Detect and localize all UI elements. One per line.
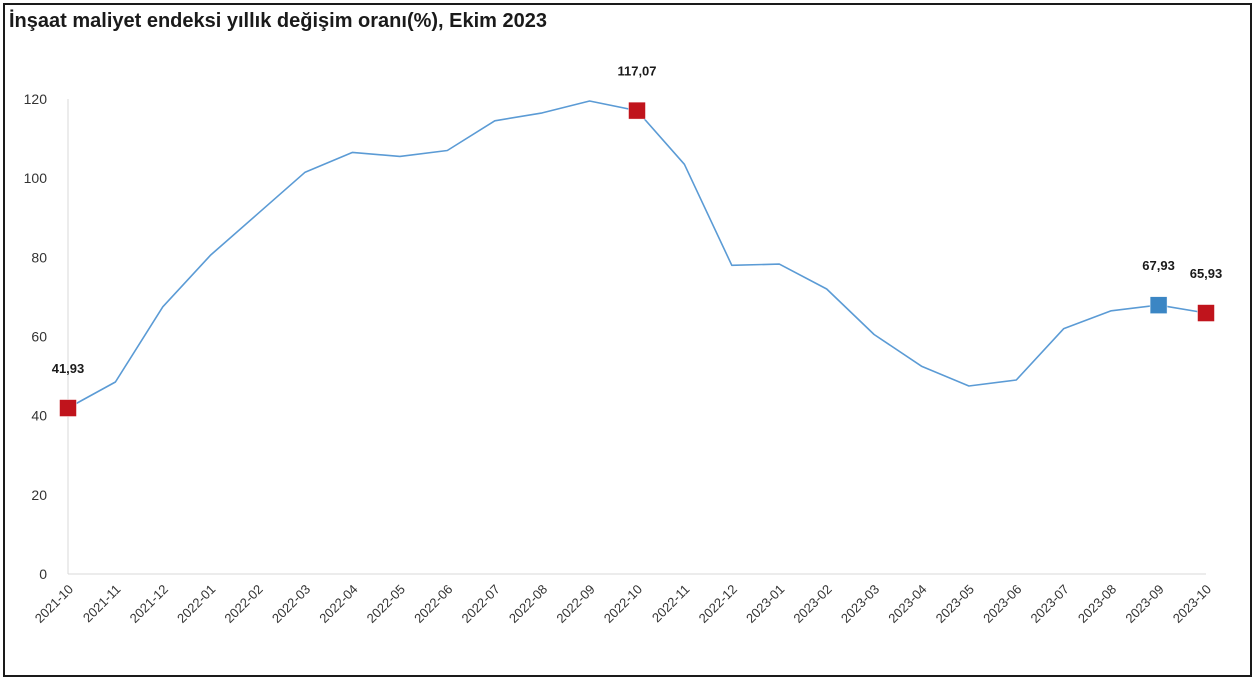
x-tick-label: 2022-03 (269, 582, 313, 626)
chart-frame (3, 3, 1252, 677)
series-group (67, 100, 1207, 409)
y-tick-label: 100 (24, 170, 48, 186)
x-tick-label: 2023-01 (743, 582, 787, 626)
series-line (67, 100, 1207, 409)
x-tick-label: 2023-08 (1075, 582, 1119, 626)
chart-title: İnşaat maliyet endeksi yıllık değişim or… (9, 10, 548, 32)
x-tick-label: 2023-03 (838, 582, 882, 626)
x-tick-label: 2023-05 (933, 582, 977, 626)
highlight-marker (1149, 296, 1168, 314)
x-tick-label: 2023-04 (885, 582, 929, 626)
data-label: 67,93 (1142, 258, 1175, 273)
x-tick-label: 2022-09 (553, 582, 597, 626)
data-label: 117,07 (617, 64, 656, 79)
x-tick-label: 2021-11 (80, 582, 124, 626)
y-tick-label: 120 (24, 91, 48, 107)
y-tick-label: 60 (31, 329, 47, 345)
x-tick-label: 2022-05 (364, 582, 408, 626)
x-tick-label: 2022-08 (506, 582, 550, 626)
y-axis-ticks: 0 20 40 60 80 100 120 (24, 91, 48, 582)
x-tick-label: 2022-10 (601, 582, 645, 626)
x-tick-label: 2022-12 (696, 582, 740, 626)
x-axis-ticks: 2021-10 2021-11 2021-12 2022-01 2022-02 2022-… (32, 582, 1214, 626)
y-tick-label: 20 (31, 487, 47, 503)
x-tick-label: 2021-10 (32, 582, 76, 626)
x-tick-label: 2022-07 (459, 582, 503, 626)
y-tick-label: 40 (31, 408, 47, 424)
x-tick-label: 2022-06 (411, 582, 455, 626)
x-tick-label: 2021-12 (127, 582, 171, 626)
highlight-marker (1197, 304, 1215, 322)
x-tick-label: 2023-07 (1028, 582, 1072, 626)
data-label: 41,93 (52, 361, 85, 376)
x-tick-label: 2023-09 (1122, 582, 1166, 626)
x-tick-label: 2022-11 (649, 582, 693, 626)
highlight-marker (628, 101, 646, 120)
x-tick-label: 2023-06 (980, 582, 1024, 626)
x-tick-label: 2023-02 (790, 582, 834, 626)
y-tick-label: 80 (31, 249, 47, 265)
y-tick-label: 0 (39, 566, 47, 582)
data-label: 65,93 (1190, 266, 1223, 281)
highlight-marker (59, 399, 77, 417)
x-tick-label: 2022-04 (316, 582, 360, 626)
x-tick-label: 2022-02 (221, 582, 265, 626)
x-tick-label: 2022-01 (174, 582, 218, 626)
highlight-markers: 41,93 117,07 67,93 65,93 (52, 64, 1223, 417)
x-tick-label: 2023-10 (1170, 582, 1214, 626)
